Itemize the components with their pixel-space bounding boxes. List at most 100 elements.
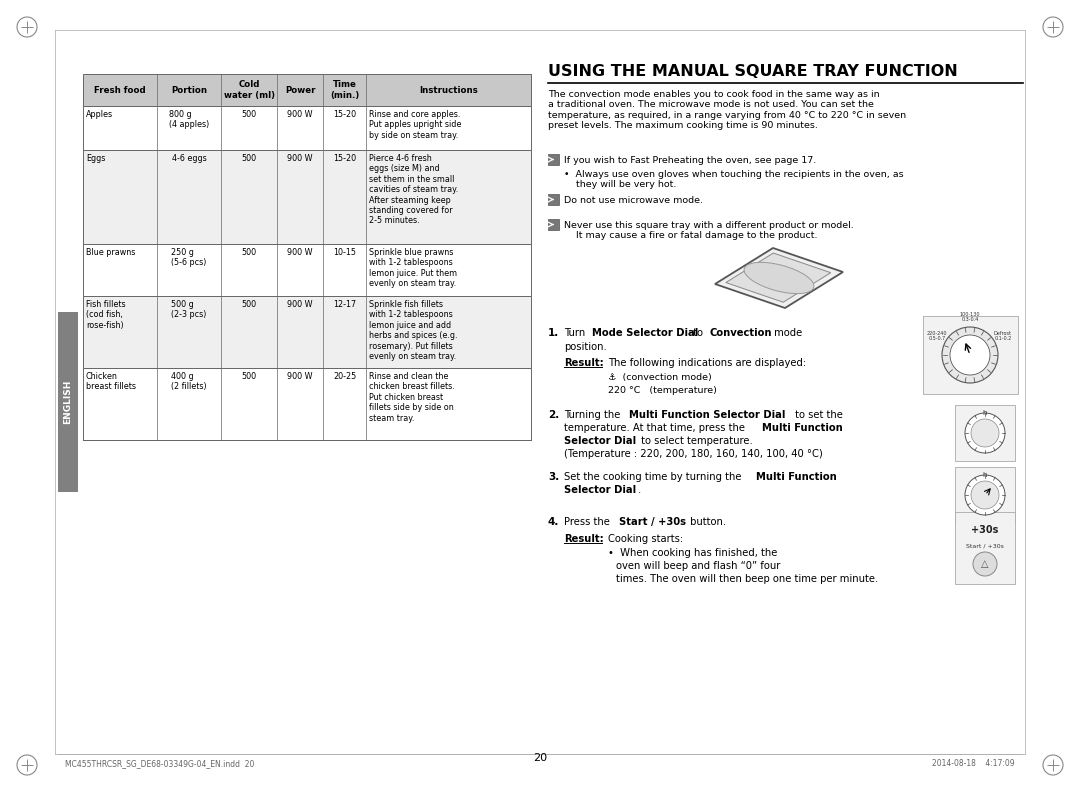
Text: +30s: +30s bbox=[971, 525, 999, 535]
Text: Selector Dial: Selector Dial bbox=[564, 436, 636, 446]
Text: Instructions: Instructions bbox=[419, 86, 477, 94]
Text: 2.: 2. bbox=[548, 410, 559, 420]
Bar bbox=[58, 312, 78, 492]
Text: 900 W: 900 W bbox=[287, 372, 313, 381]
Circle shape bbox=[966, 475, 1005, 515]
Text: Pierce 4-6 fresh
eggs (size M) and
set them in the small
cavities of steam tray.: Pierce 4-6 fresh eggs (size M) and set t… bbox=[369, 154, 458, 226]
Text: Chicken
breast fillets: Chicken breast fillets bbox=[86, 372, 136, 391]
Text: •  Always use oven gloves when touching the recipients in the oven, as
    they : • Always use oven gloves when touching t… bbox=[564, 170, 904, 189]
Text: 800 g
(4 apples): 800 g (4 apples) bbox=[168, 110, 210, 129]
Text: Rinse and clean the
chicken breast fillets.
Put chicken breast
fillets side by s: Rinse and clean the chicken breast fille… bbox=[369, 372, 455, 423]
Text: 15-20: 15-20 bbox=[333, 154, 356, 163]
Text: Convection: Convection bbox=[708, 328, 771, 338]
Text: 10-15: 10-15 bbox=[333, 248, 356, 257]
Text: Do not use microwave mode.: Do not use microwave mode. bbox=[564, 196, 703, 205]
Text: ENGLISH: ENGLISH bbox=[64, 380, 72, 425]
Text: 4.: 4. bbox=[548, 517, 559, 527]
Text: Turn: Turn bbox=[564, 328, 589, 338]
Text: mode: mode bbox=[771, 328, 802, 338]
Text: 900 W: 900 W bbox=[287, 300, 313, 309]
Text: 500 g
(2-3 pcs): 500 g (2-3 pcs) bbox=[172, 300, 206, 319]
Text: 900 W: 900 W bbox=[287, 248, 313, 257]
Text: 220 °C   (temperature): 220 °C (temperature) bbox=[608, 386, 717, 395]
Text: oven will beep and flash “0” four: oven will beep and flash “0” four bbox=[616, 561, 781, 571]
Text: USING THE MANUAL SQUARE TRAY FUNCTION: USING THE MANUAL SQUARE TRAY FUNCTION bbox=[548, 64, 958, 79]
Text: 1.: 1. bbox=[548, 328, 559, 338]
Text: 900 W: 900 W bbox=[287, 110, 313, 119]
Text: times. The oven will then beep one time per minute.: times. The oven will then beep one time … bbox=[616, 574, 878, 584]
Circle shape bbox=[950, 335, 990, 375]
Text: Sprinkle blue prawns
with 1-2 tablespoons
lemon juice. Put them
evenly on steam : Sprinkle blue prawns with 1-2 tablespoon… bbox=[369, 248, 457, 288]
Bar bbox=[955, 512, 1015, 584]
Text: MC455THRCSR_SG_DE68-03349G-04_EN.indd  20: MC455THRCSR_SG_DE68-03349G-04_EN.indd 20 bbox=[65, 760, 255, 768]
Text: △: △ bbox=[982, 559, 989, 569]
Text: Never use this square tray with a different product or model.
    It may cause a: Never use this square tray with a differ… bbox=[564, 221, 854, 241]
Circle shape bbox=[973, 552, 997, 576]
Text: Fish fillets
(cod fish,
rose-fish): Fish fillets (cod fish, rose-fish) bbox=[86, 300, 125, 329]
Bar bbox=[83, 150, 531, 244]
Text: to select temperature.: to select temperature. bbox=[638, 436, 753, 446]
Polygon shape bbox=[726, 253, 831, 303]
Text: 2014-08-18    4:17:09: 2014-08-18 4:17:09 bbox=[932, 760, 1015, 768]
Text: Multi Function: Multi Function bbox=[762, 423, 842, 433]
Text: h: h bbox=[983, 472, 987, 478]
Text: Selector Dial: Selector Dial bbox=[564, 485, 636, 495]
Text: 500: 500 bbox=[242, 154, 257, 163]
Text: h: h bbox=[983, 410, 987, 416]
Text: 12-17: 12-17 bbox=[333, 300, 356, 309]
Text: 15-20: 15-20 bbox=[333, 110, 356, 119]
Text: The following indications are displayed:: The following indications are displayed: bbox=[608, 358, 806, 368]
Text: Set the cooking time by turning the: Set the cooking time by turning the bbox=[564, 472, 744, 482]
Text: 20: 20 bbox=[532, 753, 548, 763]
Bar bbox=[955, 405, 1015, 461]
Text: Multi Function: Multi Function bbox=[756, 472, 837, 482]
Text: 220-240
0.5-0.7: 220-240 0.5-0.7 bbox=[927, 330, 947, 341]
Text: If you wish to Fast Preheating the oven, see page 17.: If you wish to Fast Preheating the oven,… bbox=[564, 156, 816, 165]
Text: Mode Selector Dial: Mode Selector Dial bbox=[592, 328, 699, 338]
Text: 500: 500 bbox=[242, 372, 257, 381]
Text: temperature. At that time, press the: temperature. At that time, press the bbox=[564, 423, 748, 433]
Circle shape bbox=[971, 481, 999, 509]
Text: Time
(min.): Time (min.) bbox=[329, 80, 360, 100]
Text: Rinse and core apples.
Put apples upright side
by side on steam tray.: Rinse and core apples. Put apples uprigh… bbox=[369, 110, 461, 140]
Text: Turning the: Turning the bbox=[564, 410, 623, 420]
Text: Defrost
0.1-0.2: Defrost 0.1-0.2 bbox=[994, 330, 1012, 341]
Text: 500: 500 bbox=[242, 248, 257, 257]
Text: Multi Function Selector Dial: Multi Function Selector Dial bbox=[629, 410, 785, 420]
Text: 4-6 eggs: 4-6 eggs bbox=[172, 154, 206, 163]
Polygon shape bbox=[715, 248, 843, 308]
Bar bbox=[923, 316, 1018, 394]
Text: to set the: to set the bbox=[792, 410, 842, 420]
Text: 500: 500 bbox=[242, 300, 257, 309]
Text: Start / +30s: Start / +30s bbox=[619, 517, 686, 527]
Text: ⚓  (convection mode): ⚓ (convection mode) bbox=[608, 373, 712, 382]
Text: Fresh food: Fresh food bbox=[94, 86, 146, 94]
Text: position.: position. bbox=[564, 342, 607, 352]
Circle shape bbox=[966, 413, 1005, 453]
Text: Cooking starts:: Cooking starts: bbox=[608, 534, 684, 544]
Text: Power: Power bbox=[285, 86, 315, 94]
Text: .: . bbox=[638, 485, 642, 495]
Text: Blue prawns: Blue prawns bbox=[86, 248, 135, 257]
Text: Press the: Press the bbox=[564, 517, 613, 527]
Bar bbox=[83, 106, 531, 150]
Bar bbox=[83, 296, 531, 368]
Text: Result:: Result: bbox=[564, 358, 604, 368]
Text: 500: 500 bbox=[242, 110, 257, 119]
Bar bbox=[83, 74, 531, 106]
Text: 3.: 3. bbox=[548, 472, 559, 482]
Text: Start / +30s: Start / +30s bbox=[967, 543, 1004, 549]
Text: 900 W: 900 W bbox=[287, 154, 313, 163]
Text: 100-130
0.3-0.4: 100-130 0.3-0.4 bbox=[960, 311, 981, 322]
Text: Eggs: Eggs bbox=[86, 154, 106, 163]
Bar bbox=[955, 467, 1015, 523]
Bar bbox=[548, 194, 559, 205]
Circle shape bbox=[971, 419, 999, 447]
Text: (Temperature : 220, 200, 180, 160, 140, 100, 40 °C): (Temperature : 220, 200, 180, 160, 140, … bbox=[564, 449, 823, 459]
Text: Sprinkle fish fillets
with 1-2 tablespoons
lemon juice and add
herbs and spices : Sprinkle fish fillets with 1-2 tablespoo… bbox=[369, 300, 458, 361]
Bar bbox=[83, 368, 531, 440]
Text: Result:: Result: bbox=[564, 534, 604, 544]
Circle shape bbox=[942, 327, 998, 383]
Text: Cold
water (ml): Cold water (ml) bbox=[224, 80, 274, 100]
Text: button.: button. bbox=[687, 517, 726, 527]
